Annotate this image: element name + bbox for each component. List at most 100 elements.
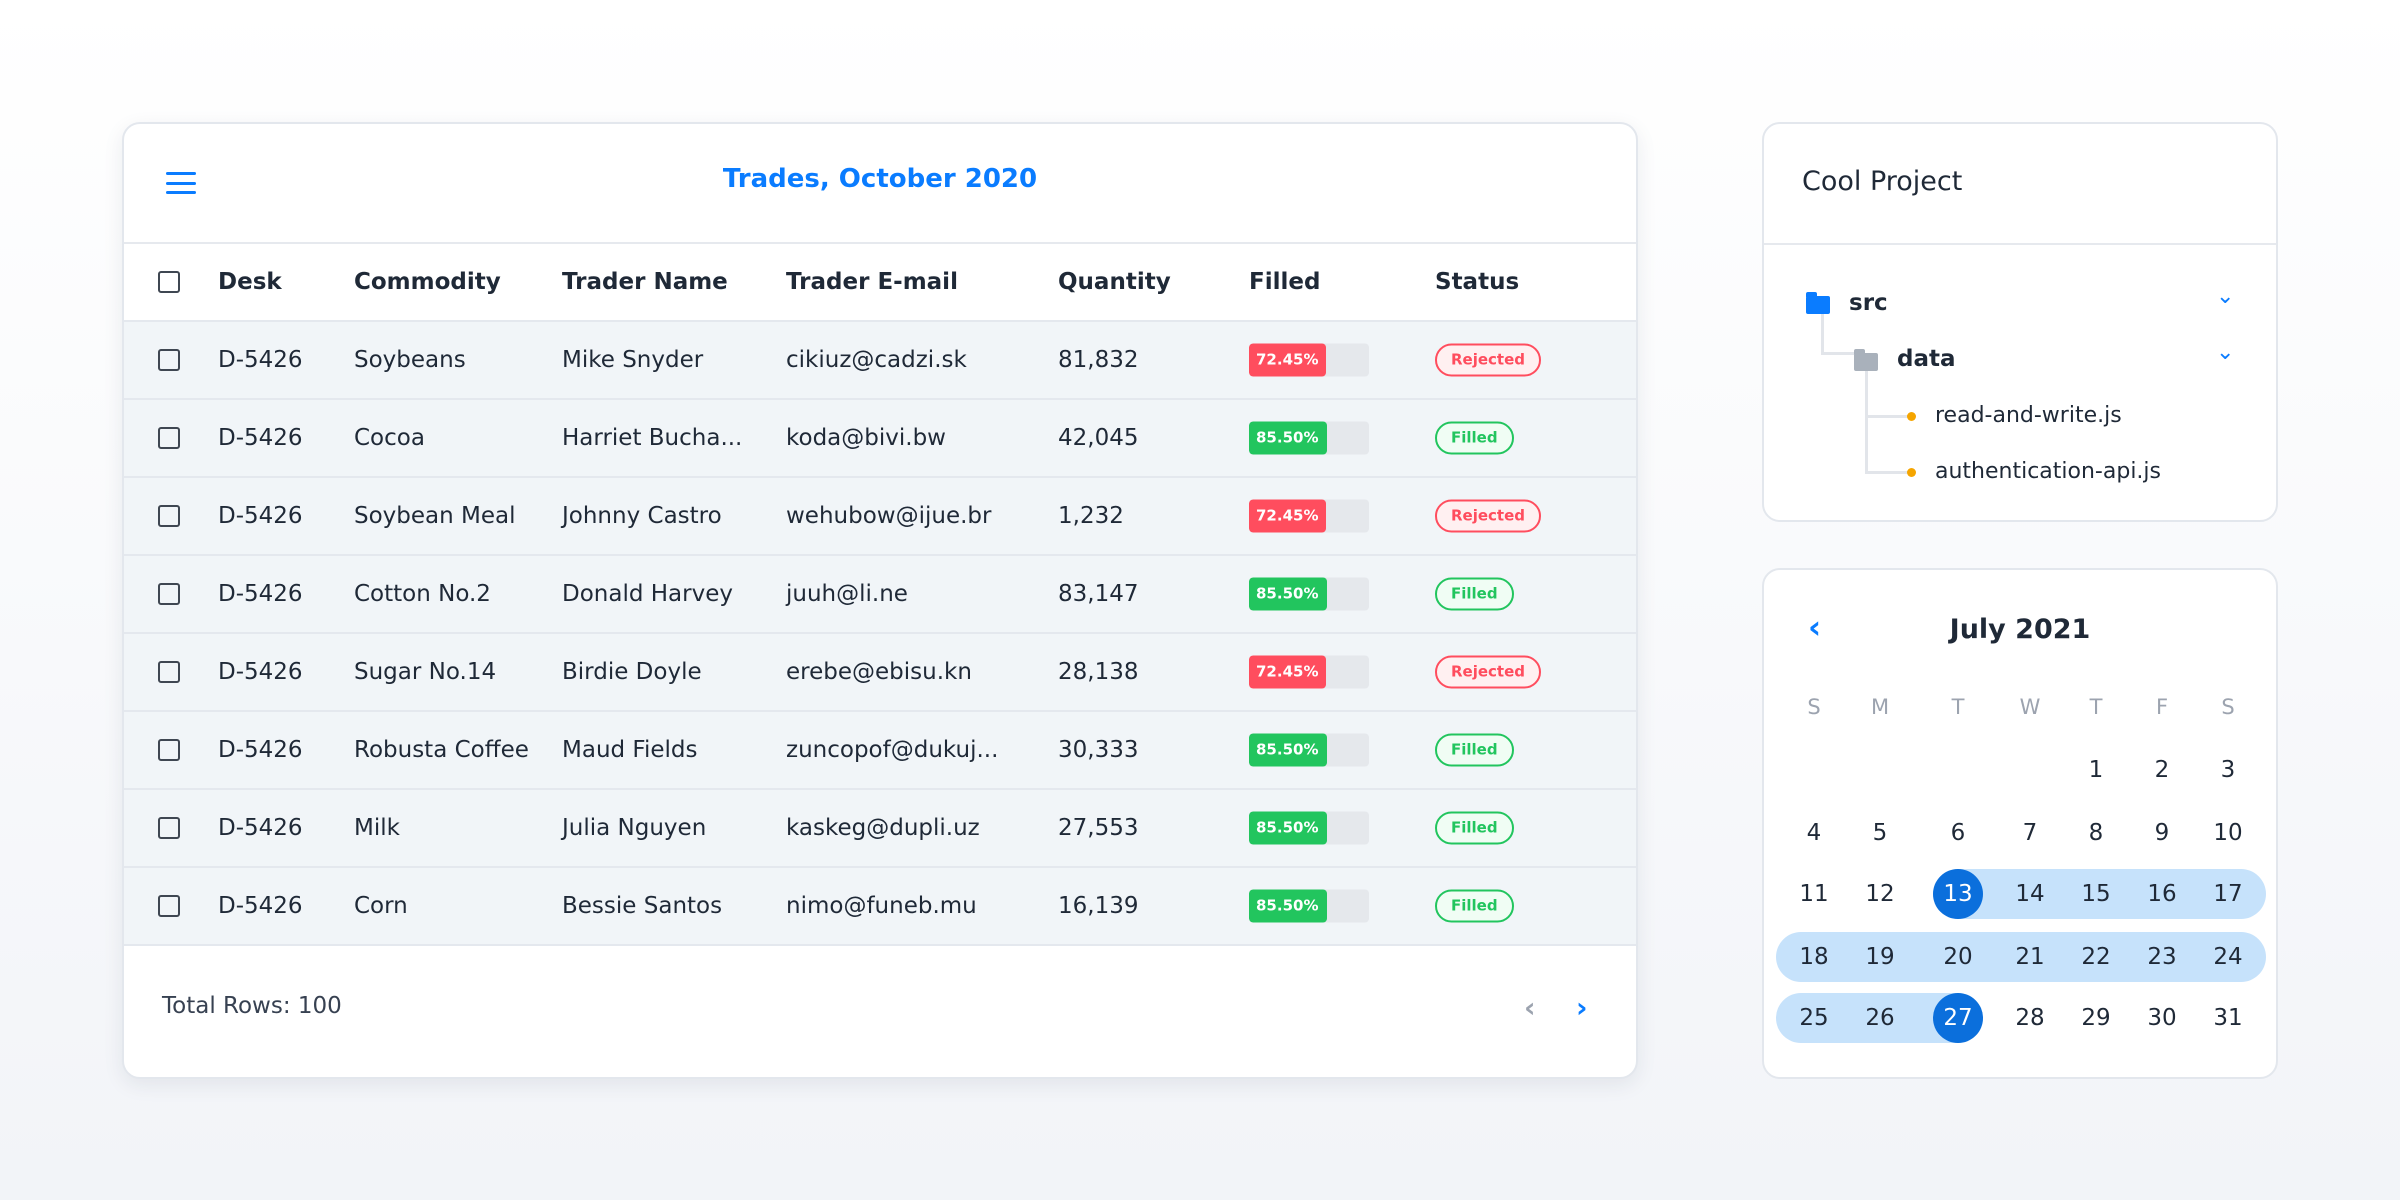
quantity-cell: 1,232 (1058, 503, 1124, 529)
chevron-down-icon[interactable]: ⌄ (2216, 284, 2235, 309)
file-dot-icon (1907, 412, 1916, 421)
select-all-checkbox[interactable] (158, 271, 180, 293)
table-row[interactable]: D-5426 Soybean Meal Johnny Castro wehubo… (124, 478, 1636, 556)
row-checkbox[interactable] (158, 505, 180, 527)
selected-day[interactable]: 13 (1933, 869, 1983, 919)
desk-cell: D-5426 (218, 581, 303, 607)
weekday-label: W (2019, 695, 2041, 719)
next-page-button[interactable]: › (1576, 991, 1588, 1024)
calendar-day[interactable]: 15 (2081, 881, 2111, 907)
column-header-trader-email[interactable]: Trader E-mail (786, 269, 958, 295)
status-badge: Rejected (1435, 499, 1542, 533)
calendar-day[interactable]: 21 (2015, 944, 2045, 970)
column-header-filled[interactable]: Filled (1249, 269, 1321, 295)
project-title: Cool Project (1802, 166, 1963, 197)
selected-day[interactable]: 27 (1933, 993, 1983, 1043)
calendar-day[interactable]: 25 (1799, 1005, 1829, 1031)
status-badge: Filled (1435, 889, 1514, 923)
desk-cell: D-5426 (218, 659, 303, 685)
calendar-day[interactable]: 7 (2022, 820, 2038, 846)
table-row[interactable]: D-5426 Corn Bessie Santos nimo@funeb.mu … (124, 868, 1636, 946)
column-header-status[interactable]: Status (1435, 269, 1520, 295)
calendar-day[interactable]: 23 (2147, 944, 2177, 970)
calendar-day[interactable]: 29 (2081, 1005, 2111, 1031)
calendar-day[interactable]: 22 (2081, 944, 2111, 970)
trader-name-cell: Donald Harvey (562, 581, 733, 607)
calendar-day[interactable]: 11 (1799, 881, 1829, 907)
trader-email-cell: wehubow@ijue.br (786, 503, 992, 529)
trades-card: Trades, October 2020 Desk Commodity Trad… (122, 122, 1638, 1079)
calendar-day[interactable]: 2 (2154, 757, 2170, 783)
trader-email-cell: erebe@ebisu.kn (786, 659, 972, 685)
calendar-day[interactable]: 31 (2213, 1005, 2243, 1031)
prev-page-button[interactable]: ‹ (1524, 991, 1536, 1024)
chevron-down-icon[interactable]: ⌄ (2216, 340, 2235, 365)
tree-file[interactable]: read-and-write.js (1935, 403, 2122, 428)
calendar-day[interactable]: 4 (1806, 820, 1822, 846)
table-row[interactable]: D-5426 Soybeans Mike Snyder cikiuz@cadzi… (124, 322, 1636, 400)
calendar-day[interactable]: 17 (2213, 881, 2243, 907)
calendar-day[interactable]: 30 (2147, 1005, 2177, 1031)
folder-icon (1854, 349, 1878, 371)
quantity-cell: 28,138 (1058, 659, 1139, 685)
weekday-label: S (2221, 695, 2235, 719)
calendar-day[interactable]: 8 (2088, 820, 2104, 846)
calendar-day[interactable]: 14 (2015, 881, 2045, 907)
tree-folder-src[interactable]: src (1849, 290, 1888, 316)
status-badge: Filled (1435, 421, 1514, 455)
calendar-day[interactable]: 3 (2220, 757, 2236, 783)
calendar-day[interactable]: 9 (2154, 820, 2170, 846)
trader-name-cell: Johnny Castro (562, 503, 722, 529)
trader-email-cell: nimo@funeb.mu (786, 893, 977, 919)
prev-month-button[interactable]: ‹ (1808, 608, 1822, 646)
commodity-cell: Robusta Coffee (354, 737, 529, 763)
selected-range-band (1776, 932, 2266, 982)
table-row[interactable]: D-5426 Robusta Coffee Maud Fields zuncop… (124, 712, 1636, 790)
trader-name-cell: Maud Fields (562, 737, 698, 763)
row-checkbox[interactable] (158, 349, 180, 371)
calendar-day[interactable]: 20 (1943, 944, 1973, 970)
calendar-day[interactable]: 28 (2015, 1005, 2045, 1031)
calendar-day[interactable]: 26 (1865, 1005, 1895, 1031)
table-row[interactable]: D-5426 Cocoa Harriet Bucha... koda@bivi.… (124, 400, 1636, 478)
project-header: Cool Project (1764, 124, 2276, 245)
row-checkbox[interactable] (158, 739, 180, 761)
row-checkbox[interactable] (158, 817, 180, 839)
table-row[interactable]: D-5426 Sugar No.14 Birdie Doyle erebe@eb… (124, 634, 1636, 712)
calendar-day[interactable]: 6 (1950, 820, 1966, 846)
row-checkbox[interactable] (158, 895, 180, 917)
column-header-desk[interactable]: Desk (218, 269, 282, 295)
row-checkbox[interactable] (158, 661, 180, 683)
tree-file[interactable]: authentication-api.js (1935, 459, 2161, 484)
calendar-day[interactable]: 5 (1872, 820, 1888, 846)
column-header-commodity[interactable]: Commodity (354, 269, 501, 295)
calendar-day[interactable]: 16 (2147, 881, 2177, 907)
commodity-cell: Sugar No.14 (354, 659, 497, 685)
quantity-cell: 27,553 (1058, 815, 1139, 841)
quantity-cell: 83,147 (1058, 581, 1139, 607)
row-checkbox[interactable] (158, 427, 180, 449)
calendar-day[interactable]: 19 (1865, 944, 1895, 970)
calendar-day[interactable]: 10 (2213, 820, 2243, 846)
calendar-day[interactable]: 1 (2088, 757, 2104, 783)
desk-cell: D-5426 (218, 815, 303, 841)
table-header-row: Desk Commodity Trader Name Trader E-mail… (124, 244, 1636, 322)
calendar-day[interactable]: 24 (2213, 944, 2243, 970)
desk-cell: D-5426 (218, 503, 303, 529)
filled-progress-bar: 85.50% (1249, 733, 1369, 767)
tree-folder-data[interactable]: data (1897, 346, 1956, 372)
table-row[interactable]: D-5426 Milk Julia Nguyen kaskeg@dupli.uz… (124, 790, 1636, 868)
hamburger-menu-icon[interactable] (166, 172, 196, 194)
column-header-trader-name[interactable]: Trader Name (562, 269, 728, 295)
weekday-label: M (1870, 695, 1890, 719)
row-checkbox[interactable] (158, 583, 180, 605)
calendar-day[interactable]: 18 (1799, 944, 1829, 970)
selected-range-band (1933, 869, 2266, 919)
commodity-cell: Corn (354, 893, 408, 919)
table-row[interactable]: D-5426 Cotton No.2 Donald Harvey juuh@li… (124, 556, 1636, 634)
desk-cell: D-5426 (218, 893, 303, 919)
weekday-label: T (2089, 695, 2103, 719)
column-header-quantity[interactable]: Quantity (1058, 269, 1171, 295)
calendar-day[interactable]: 12 (1865, 881, 1895, 907)
trader-email-cell: zuncopof@dukuj... (786, 737, 999, 763)
